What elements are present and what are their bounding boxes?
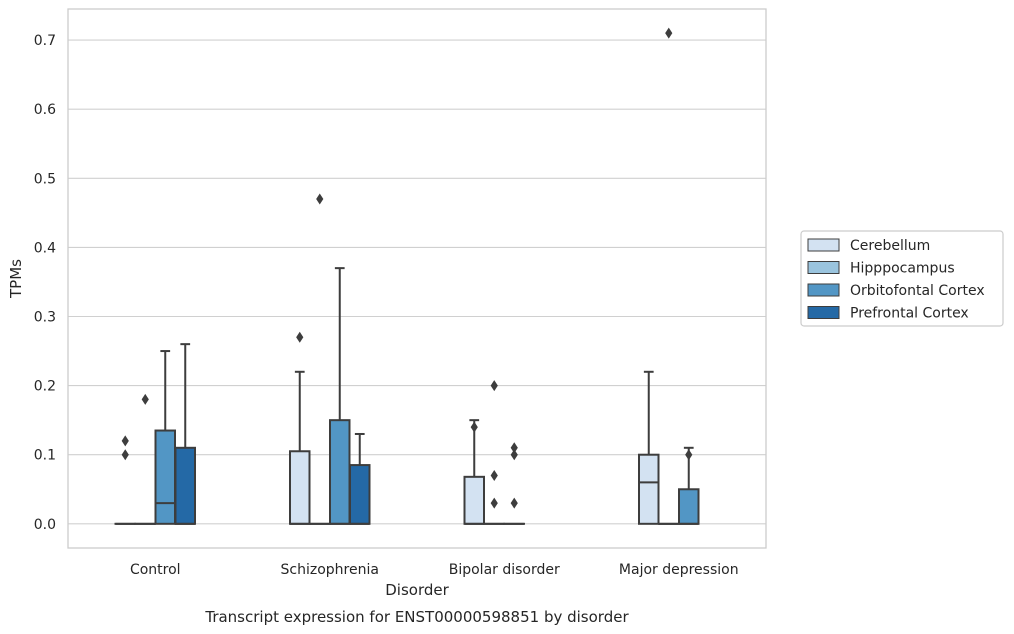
outlier-point [510,497,518,509]
box-hipppocampus [658,27,680,525]
legend: Cerebellum Hipppocampus Orbitofontal Corte… [800,230,1004,327]
box-body [638,453,660,525]
box-cerebellum [289,331,311,525]
box-cerebellum [638,370,660,525]
y-tick-label: 0.2 [34,379,56,395]
outlier-point [470,421,478,433]
box-orbitofontal-cortex [154,350,176,525]
outlier-point [685,449,693,461]
legend-label: Orbitofontal Cortex [850,283,985,299]
outlier-point [141,393,149,405]
outlier-point [510,442,518,454]
outlier-point [665,27,673,39]
box-cerebellum [463,419,485,525]
y-tick-label: 0.1 [34,448,56,464]
box-orbitofontal-cortex [503,442,525,525]
outlier-point [490,380,498,392]
box-hipppocampus [134,393,156,525]
outlier-point [490,469,498,481]
plot-marks [114,27,700,525]
y-axis-title: TPMs [7,259,25,299]
y-tick-label: 0.6 [34,102,56,118]
box-body [678,488,700,525]
figure-caption: Transcript expression for ENST0000059885… [204,608,629,626]
y-tick-label: 0.3 [34,310,56,326]
box-body [349,464,371,525]
y-tick-label: 0.4 [34,240,56,256]
y-axis-ticks: 0.0 0.1 0.2 0.3 0.4 0.5 0.6 0.7 [34,33,56,533]
box-hipppocampus [309,193,331,525]
outlier-point [121,449,129,461]
legend-swatch [807,306,840,319]
x-axis-title: Disorder [385,581,449,599]
box-prefrontal-cortex [349,432,371,525]
box-body [174,446,196,525]
outlier-point [316,193,324,205]
box-body [154,429,176,525]
outlier-point [510,449,518,461]
legend-label: Cerebellum [850,238,930,254]
x-tick-label: Schizophrenia [281,562,379,578]
box-orbitofontal-cortex [678,446,700,525]
x-tick-label: Bipolar disorder [449,562,560,578]
legend-swatch [807,261,840,274]
box-cerebellum [114,435,136,525]
y-tick-label: 0.0 [34,517,56,533]
y-tick-label: 0.5 [34,171,56,187]
outlier-point [121,435,129,447]
legend-swatch [807,238,840,252]
legend-swatch [807,283,840,297]
box-prefrontal-cortex [174,343,196,525]
legend-label: Prefrontal Cortex [850,306,969,322]
box-body [289,450,311,525]
x-tick-label: Control [130,562,181,578]
x-axis-ticks: Control Schizophrenia Bipolar disorder Majo… [130,562,739,578]
legend-label: Hipppocampus [850,261,955,277]
plot-area-frame [67,8,767,549]
box-body [329,419,351,525]
outlier-point [296,331,304,343]
box-orbitofontal-cortex [329,267,351,525]
box-hipppocampus [483,380,505,525]
x-tick-label: Major depression [619,562,739,578]
legend-frame [800,230,1004,327]
outlier-point [490,497,498,509]
box-body [463,475,485,525]
y-tick-label: 0.7 [34,33,56,49]
